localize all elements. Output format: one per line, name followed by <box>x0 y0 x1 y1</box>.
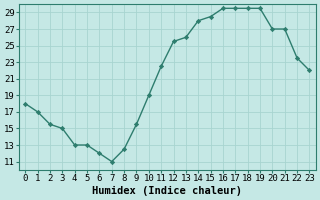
X-axis label: Humidex (Indice chaleur): Humidex (Indice chaleur) <box>92 186 242 196</box>
